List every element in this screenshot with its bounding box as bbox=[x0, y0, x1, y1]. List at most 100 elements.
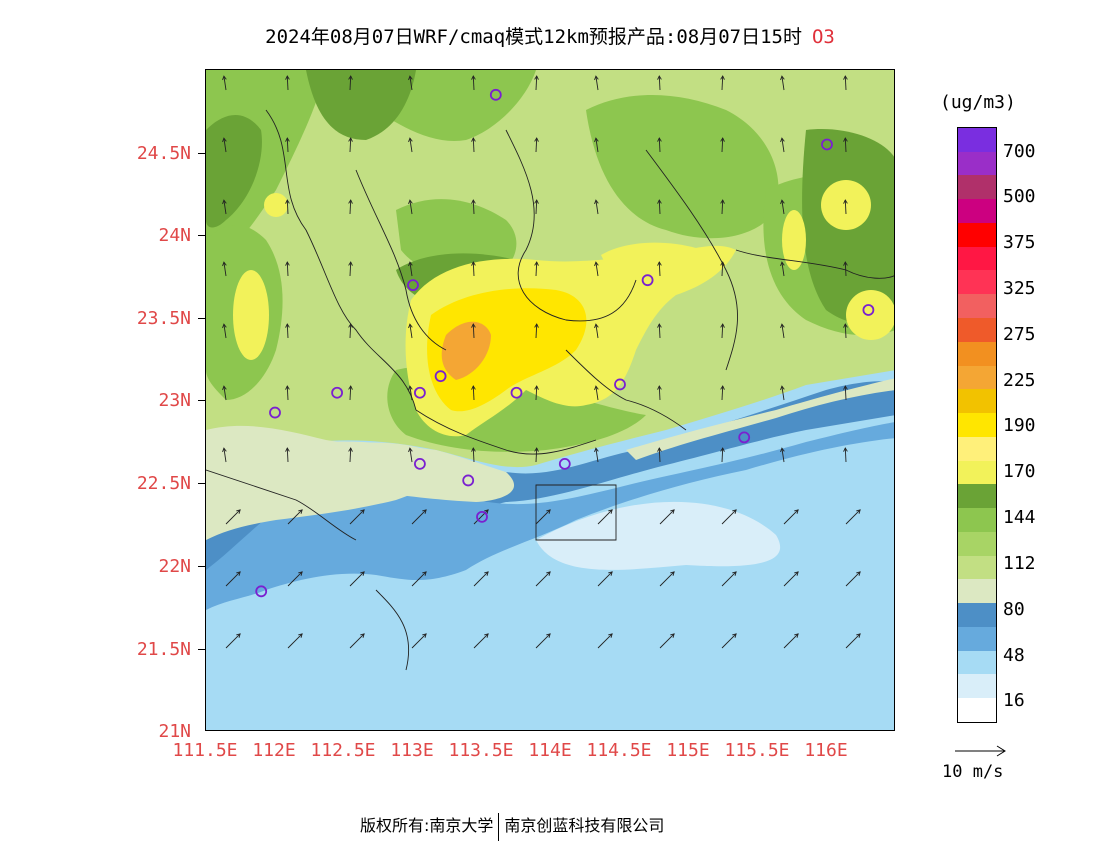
map-canvas bbox=[206, 70, 894, 730]
wind-arrow-head bbox=[843, 137, 848, 142]
wind-arrow bbox=[409, 200, 413, 215]
wind-arrow-head bbox=[843, 447, 848, 452]
wind-arrow-head bbox=[608, 509, 613, 514]
coastal-band-mid bbox=[206, 422, 894, 610]
wind-arrow bbox=[473, 633, 489, 649]
wind-arrow-head bbox=[236, 633, 241, 638]
units-label: (ug/m3) bbox=[940, 92, 1016, 113]
wind-arrow bbox=[597, 633, 613, 649]
wind-arrow-head bbox=[780, 447, 785, 453]
lat-label-22: 22N bbox=[158, 556, 191, 577]
company-text: 南京创蓝科技有限公司 bbox=[504, 816, 665, 835]
lat-label-24: 24N bbox=[158, 225, 191, 246]
wind-arrow bbox=[349, 323, 352, 339]
colorbar-segment bbox=[958, 508, 996, 532]
ozone-plume-peak bbox=[441, 321, 491, 380]
wind-arrow bbox=[658, 137, 661, 153]
wind-arrow bbox=[721, 75, 724, 91]
colorbar-label-190: 190 bbox=[1003, 415, 1036, 436]
wind-arrow-head bbox=[222, 447, 227, 453]
colorbar-segment bbox=[958, 460, 996, 485]
wind-arrow-head bbox=[732, 571, 737, 576]
ozone-plume-east bbox=[581, 336, 631, 384]
wind-arrow bbox=[411, 571, 427, 587]
wind-arrow-head bbox=[222, 261, 227, 267]
wind-arrow-head bbox=[608, 571, 613, 576]
colorbar-segment bbox=[958, 317, 996, 342]
wind-arrow-head bbox=[794, 633, 799, 638]
wind-arrow bbox=[721, 509, 737, 525]
wind-arrow bbox=[783, 571, 799, 587]
wind-arrow-head bbox=[657, 199, 662, 204]
colorbar-label-16: 16 bbox=[1003, 690, 1025, 711]
wind-arrow bbox=[472, 199, 475, 215]
lon-label-115: 115E bbox=[666, 740, 710, 761]
wind-arrow bbox=[349, 137, 352, 153]
lon-label-112: 112E bbox=[252, 740, 296, 761]
colorbar-segment bbox=[958, 531, 996, 556]
wind-arrow bbox=[659, 633, 675, 649]
station-marker bbox=[510, 386, 523, 399]
lat-label-22-5: 22.5N bbox=[136, 473, 191, 494]
station-marker bbox=[407, 279, 419, 292]
wind-arrow bbox=[783, 633, 799, 649]
station-marker bbox=[641, 274, 654, 287]
copyright-footer: 版权所有:南京大学 南京创蓝科技有限公司 bbox=[360, 812, 664, 841]
wind-arrow-head bbox=[360, 509, 365, 514]
wind-arrow bbox=[658, 447, 661, 463]
wind-arrow-head bbox=[534, 385, 539, 390]
wind-arrow-head bbox=[471, 323, 476, 328]
wind-arrow bbox=[349, 199, 352, 215]
colorbar-label-700: 700 bbox=[1003, 141, 1036, 162]
colorbar-segment bbox=[958, 484, 996, 509]
wind-arrow bbox=[535, 261, 538, 277]
wind-arrow-head bbox=[720, 199, 725, 204]
colorbar-segment bbox=[958, 341, 996, 366]
wind-arrow bbox=[409, 262, 413, 277]
wind-arrow-head bbox=[534, 75, 539, 80]
wind-arrow-head bbox=[780, 137, 785, 143]
wind-arrow bbox=[658, 385, 661, 401]
wind-arrow bbox=[349, 509, 365, 525]
wind-arrow-head bbox=[594, 447, 599, 453]
wind-vector-field bbox=[222, 75, 861, 649]
colorbar-segment bbox=[958, 246, 996, 271]
wind-arrow-head bbox=[471, 261, 476, 266]
wind-arrow-head bbox=[594, 137, 599, 143]
wind-arrow-head bbox=[471, 75, 476, 80]
ozone-plume-core bbox=[427, 288, 587, 412]
station-marker bbox=[413, 457, 426, 470]
wind-arrow bbox=[844, 323, 847, 339]
wind-arrow-head bbox=[298, 633, 303, 638]
wind-arrow bbox=[409, 138, 413, 153]
wind-arrow bbox=[721, 323, 724, 339]
lat-label-23-5: 23.5N bbox=[136, 308, 191, 329]
wind-arrow bbox=[349, 571, 365, 587]
wind-arrow bbox=[595, 386, 599, 401]
admin-boundaries bbox=[206, 109, 894, 671]
wind-arrow bbox=[845, 633, 861, 649]
lon-label-111-5: 111.5E bbox=[172, 740, 238, 761]
colorbar-segment bbox=[958, 626, 996, 651]
colorbar-label-112: 112 bbox=[1003, 553, 1036, 574]
green-patch-ne1 bbox=[586, 95, 779, 239]
darkgreen-n bbox=[306, 70, 416, 140]
wind-arrow bbox=[595, 76, 599, 91]
wind-arrow bbox=[286, 323, 289, 339]
wind-arrow-head bbox=[780, 199, 785, 205]
wind-arrow-head bbox=[720, 385, 725, 390]
station-marker bbox=[821, 138, 833, 151]
lon-label-113-5: 113.5E bbox=[448, 740, 514, 761]
copyright-text: 版权所有:南京大学 bbox=[360, 816, 494, 835]
station-marker bbox=[614, 378, 626, 391]
wind-arrow-head bbox=[546, 633, 551, 638]
station-marker bbox=[462, 474, 475, 487]
wind-arrow bbox=[845, 571, 861, 587]
wind-arrow bbox=[595, 200, 599, 215]
wind-arrow bbox=[781, 448, 785, 463]
colorbar-segment bbox=[958, 222, 996, 247]
lon-label-115-5: 115.5E bbox=[724, 740, 790, 761]
wind-arrow-head bbox=[534, 261, 539, 266]
wind-arrow bbox=[473, 509, 489, 525]
wind-arrow-head bbox=[794, 509, 799, 514]
